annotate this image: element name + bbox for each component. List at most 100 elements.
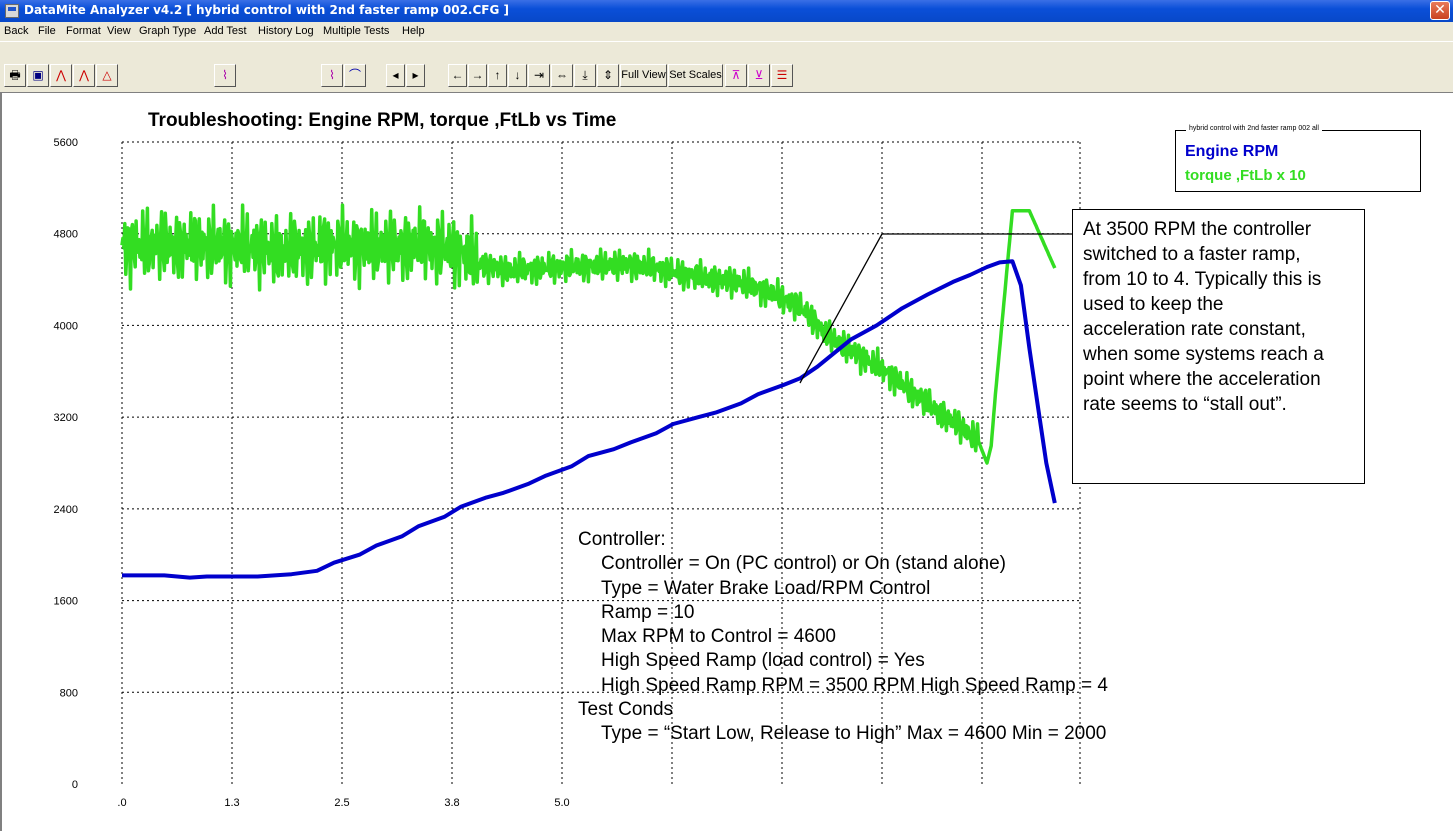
chart-title: Troubleshooting: Engine RPM, torque ,FtL… (148, 110, 616, 131)
chart-icon: ⋀ (56, 68, 66, 82)
arrow-down-icon: ↓ (514, 68, 521, 82)
x-axis-ticks: .0 1.3 2.5 3.8 5.0 (117, 797, 569, 809)
y-tick-label: 1600 (54, 596, 78, 608)
controller-line: Max RPM to Control = 4600 (601, 626, 836, 648)
controller-line: Type = Water Brake Load/RPM Control (601, 577, 931, 599)
menu-history-log[interactable]: History Log (258, 25, 314, 37)
graph-button-2[interactable]: ⋀ (73, 64, 95, 87)
series-torque-line (120, 203, 1057, 465)
menu-bar: Back File Format View Graph Type Add Tes… (0, 22, 1453, 41)
arrow-left-icon: ← (451, 68, 464, 82)
pan-up-button[interactable]: ↑ (488, 64, 507, 87)
expand-horizontal-icon: ⇔ (556, 68, 568, 82)
test-conds-line: Type = “Start Low, Release to High” Max … (601, 723, 1107, 745)
save-button[interactable]: ▣ (27, 64, 49, 87)
x-tick-label: 2.5 (334, 797, 349, 809)
y-tick-label: 3200 (54, 412, 78, 424)
y-tick-label: 4800 (54, 229, 78, 241)
print-button[interactable]: 🖶 (4, 64, 26, 87)
overlay-button[interactable]: ⌇ (214, 64, 236, 87)
controller-line: High Speed Ramp RPM = 3500 RPM High Spee… (601, 674, 1108, 696)
app-icon[interactable] (5, 4, 19, 18)
legend-entry-engine-rpm: Engine RPM (1185, 143, 1279, 160)
arrow-right-icon: → (471, 68, 484, 82)
compress-horizontal-icon: ⇥ (533, 68, 545, 82)
pan-down-button[interactable]: ↓ (508, 64, 527, 87)
zoom-out-horizontal-button[interactable]: ⇔ (551, 64, 573, 87)
window-title: DataMite Analyzer v4.2 [ hybrid control … (24, 3, 510, 17)
graph-button-3[interactable]: △ (96, 64, 118, 87)
floppy-icon: ▣ (32, 68, 44, 82)
note-line: from 10 to 4. Typically this is (1083, 269, 1322, 290)
lines-icon: ☰ (776, 68, 788, 82)
controller-line: Ramp = 10 (601, 601, 695, 623)
zoom-out-vertical-button[interactable]: ⇕ (597, 64, 619, 87)
series-rpm-line (122, 259, 1057, 580)
pan-left-button[interactable]: ← (448, 64, 467, 87)
full-view-button[interactable]: Full View (620, 64, 667, 87)
menu-graph-type[interactable]: Graph Type (139, 25, 197, 37)
arrow-left-icon: ◂ (392, 68, 399, 82)
title-bar: DataMite Analyzer v4.2 [ hybrid control … (0, 0, 1453, 22)
arrow-up-icon: ↑ (494, 68, 501, 82)
marker-button-2[interactable]: ⊻ (748, 64, 770, 87)
menu-file[interactable]: File (38, 25, 56, 37)
x-tick-label: 3.8 (444, 797, 459, 809)
note-line: switched to a faster ramp, (1083, 244, 1301, 265)
test-conds-header: Test Conds (578, 699, 674, 721)
zoom-in-horizontal-button[interactable]: ⇥ (528, 64, 550, 87)
menu-multiple-tests[interactable]: Multiple Tests (323, 25, 390, 37)
menu-back[interactable]: Back (4, 25, 29, 37)
controller-line: High Speed Ramp (load control) = Yes (601, 650, 925, 672)
zoom-graph-button-1[interactable]: ⌇ (321, 64, 343, 87)
menu-view[interactable]: View (107, 25, 131, 37)
marker-button-1[interactable]: ⊼ (725, 64, 747, 87)
y-axis-ticks: 5600 4800 4000 3200 2400 1600 800 0 (54, 137, 78, 791)
y-tick-label: 4000 (54, 320, 78, 332)
menu-format[interactable]: Format (66, 25, 101, 37)
marker-icon: ⊻ (754, 68, 764, 82)
set-scales-button[interactable]: Set Scales (668, 64, 723, 87)
marker-button-3[interactable]: ☰ (771, 64, 793, 87)
note-line: rate seems to “stall out”. (1083, 394, 1287, 415)
note-line: used to keep the (1083, 294, 1224, 315)
graph-button-1[interactable]: ⋀ (50, 64, 72, 87)
overlay-chart-icon: ⌇ (222, 68, 228, 82)
y-tick-label: 5600 (54, 137, 78, 149)
x-tick-label: 5.0 (554, 797, 569, 809)
pan-right-button[interactable]: → (468, 64, 487, 87)
line-chart-icon: △ (102, 68, 112, 82)
cursor-right-button[interactable]: ▸ (406, 64, 425, 87)
legend-entry-torque: torque ,FtLb x 10 (1185, 167, 1306, 184)
legend: hybrid control with 2nd faster ramp 002 … (1175, 125, 1421, 192)
note-line: when some systems reach a (1083, 344, 1324, 365)
close-button[interactable]: ✕ (1430, 1, 1450, 20)
expand-vertical-icon: ⇕ (602, 68, 614, 82)
zoom-graph-button-2[interactable]: ⌒ (344, 64, 366, 87)
legend-header: hybrid control with 2nd faster ramp 002 … (1186, 125, 1322, 132)
callout-leader (799, 233, 1072, 384)
y-tick-label: 800 (60, 687, 78, 699)
arrow-right-icon: ▸ (412, 68, 419, 82)
menu-help[interactable]: Help (402, 25, 425, 37)
settings-text: Controller: Controller = On (PC control)… (578, 528, 1108, 747)
controller-header: Controller: (578, 529, 666, 550)
annotation-note: At 3500 RPM the controller switched to a… (1072, 209, 1365, 484)
printer-icon: 🖶 (9, 68, 21, 82)
compress-vertical-icon: ⤓ (582, 68, 588, 82)
zoom-in-vertical-button[interactable]: ⤓ (574, 64, 596, 87)
note-line: point where the acceleration (1083, 369, 1321, 390)
chart-icon: ⋀ (79, 68, 89, 82)
x-tick-label: .0 (117, 797, 126, 809)
chart-icon: ⌇ (329, 68, 335, 82)
menu-add-test[interactable]: Add Test (204, 25, 247, 37)
cursor-left-button[interactable]: ◂ (386, 64, 405, 87)
chart-icon: ⌒ (348, 68, 361, 82)
note-line: acceleration rate constant, (1083, 319, 1306, 340)
x-tick-label: 1.3 (224, 797, 239, 809)
controller-line: Controller = On (PC control) or On (stan… (601, 553, 1006, 575)
y-tick-label: 2400 (54, 504, 78, 516)
marker-icon: ⊼ (731, 68, 741, 82)
y-tick-label: 0 (72, 779, 78, 791)
